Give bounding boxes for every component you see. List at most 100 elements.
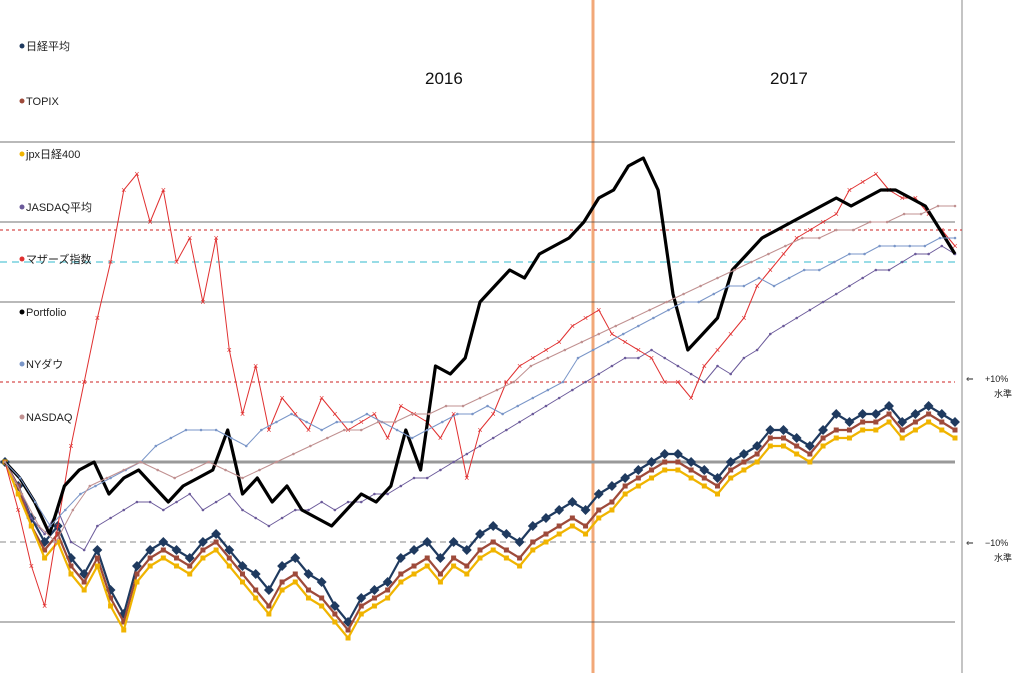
series-point xyxy=(887,268,891,272)
series-point xyxy=(938,236,942,240)
legend-label: JASDAQ平均 xyxy=(26,201,92,214)
series-point xyxy=(878,244,881,248)
series-point xyxy=(563,348,567,352)
series-point xyxy=(478,444,482,448)
series-point xyxy=(772,284,776,288)
series-point: × xyxy=(702,361,707,371)
series-point: × xyxy=(834,209,839,219)
series-point xyxy=(936,409,947,419)
series-point xyxy=(121,619,127,625)
series-point xyxy=(886,411,892,417)
series-point xyxy=(874,268,878,272)
series-point xyxy=(712,473,723,483)
series-point xyxy=(425,428,429,432)
series-point xyxy=(33,500,37,504)
series-point xyxy=(358,603,364,609)
series-point xyxy=(741,459,747,465)
series-point xyxy=(863,252,866,256)
series-point xyxy=(701,475,707,481)
series-point xyxy=(688,467,694,473)
series-point: × xyxy=(148,217,153,227)
series-point xyxy=(893,244,896,248)
series-point xyxy=(527,521,538,531)
series-point xyxy=(200,555,206,561)
series-point xyxy=(20,492,24,496)
legend-marker xyxy=(19,43,25,49)
series-point: × xyxy=(649,353,654,363)
series-point xyxy=(64,508,67,512)
series-point xyxy=(3,460,7,464)
series-point: × xyxy=(517,361,522,371)
series-point xyxy=(139,460,143,464)
series-point xyxy=(606,481,617,491)
series-point: × xyxy=(570,321,575,331)
series-point xyxy=(376,420,380,424)
series-point xyxy=(939,427,945,433)
series-point: × xyxy=(372,409,377,419)
series-point xyxy=(699,284,702,288)
series-point xyxy=(187,563,193,569)
series-point: × xyxy=(82,377,87,387)
series-point xyxy=(833,435,839,441)
series-point xyxy=(371,595,377,601)
series-point: × xyxy=(29,561,34,571)
series-point xyxy=(621,332,625,336)
series-point xyxy=(767,435,773,441)
series-point xyxy=(543,539,549,545)
series-point xyxy=(359,500,363,504)
series-point xyxy=(250,569,261,579)
series-point: × xyxy=(952,241,957,251)
series-point xyxy=(393,420,397,424)
series-point: × xyxy=(293,409,298,419)
series-point xyxy=(902,212,906,216)
series-point xyxy=(441,420,444,424)
series-point xyxy=(908,244,912,248)
series-point: × xyxy=(860,177,865,187)
series-point xyxy=(688,475,694,481)
series-point xyxy=(333,508,337,512)
series-point xyxy=(135,500,139,504)
series-point xyxy=(54,540,58,544)
series-point: × xyxy=(42,601,47,611)
series-point xyxy=(490,547,496,553)
series-point xyxy=(226,555,232,561)
series-point xyxy=(554,505,565,515)
series-point xyxy=(356,593,367,603)
series-point xyxy=(199,428,203,432)
series-point xyxy=(382,577,393,587)
series-point xyxy=(699,465,710,475)
series-point xyxy=(258,468,261,472)
series-point xyxy=(820,435,826,441)
series-point xyxy=(648,308,651,312)
series-point xyxy=(320,428,323,432)
series-line xyxy=(4,205,955,543)
series-point xyxy=(319,603,325,609)
series-point xyxy=(609,507,615,513)
series-point: × xyxy=(847,185,852,195)
series-point xyxy=(541,513,551,523)
series-point xyxy=(501,412,504,416)
series-point: × xyxy=(557,337,562,347)
legend-marker xyxy=(19,256,25,262)
series-point: × xyxy=(240,409,245,419)
legend-label: NASDAQ xyxy=(26,412,73,424)
series-point xyxy=(422,537,433,547)
series-point xyxy=(92,545,103,555)
series-point xyxy=(174,555,180,561)
series-point xyxy=(610,364,614,368)
series-point: × xyxy=(913,193,918,203)
series-point xyxy=(160,547,166,553)
series-point xyxy=(461,545,472,555)
year-label: 2017 xyxy=(770,69,808,88)
series-point xyxy=(169,436,173,440)
series-point xyxy=(490,539,496,545)
series-point xyxy=(953,204,957,208)
reference-sub: 水準 xyxy=(994,552,1012,563)
series-point xyxy=(410,436,414,440)
series-point xyxy=(495,388,499,392)
series-point xyxy=(456,412,459,416)
series-point xyxy=(649,467,655,473)
series-point xyxy=(207,460,210,464)
series-point xyxy=(280,516,284,520)
series-point xyxy=(791,433,802,443)
